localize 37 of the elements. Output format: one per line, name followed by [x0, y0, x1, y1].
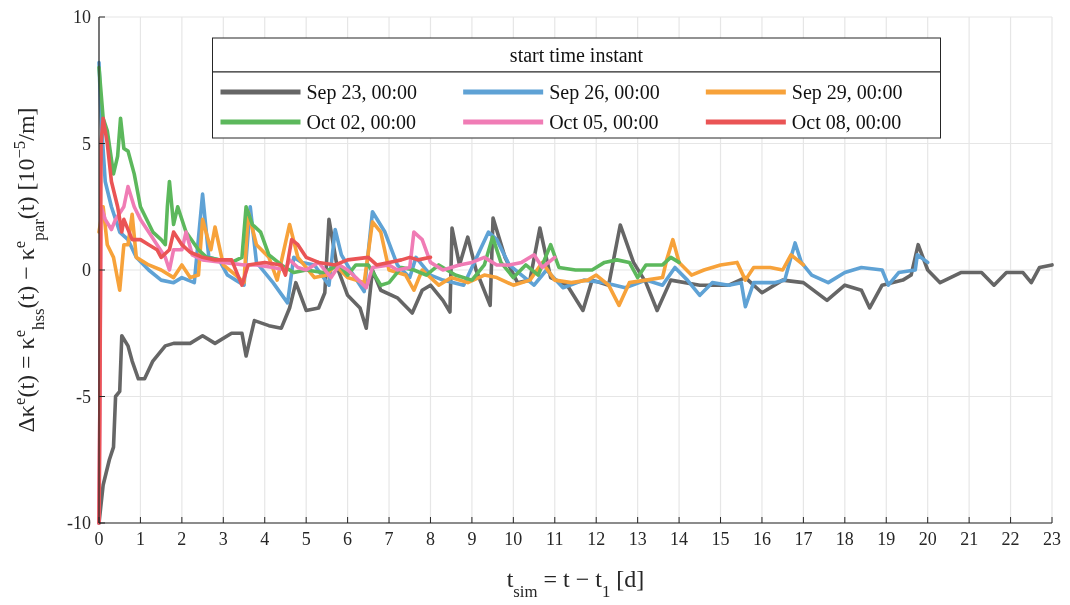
x-tick-label: 5 — [301, 529, 311, 549]
legend-title: start time instant — [509, 44, 644, 66]
y-tick-label: 0 — [82, 260, 91, 280]
x-tick-label: 11 — [546, 529, 564, 549]
x-tick-label: 21 — [960, 529, 979, 549]
x-tick-label: 7 — [384, 529, 394, 549]
y-tick-label: -10 — [67, 513, 91, 533]
legend-label: Oct 05, 00:00 — [549, 111, 659, 133]
x-tick-label: 12 — [587, 529, 606, 549]
x-tick-label: 16 — [752, 529, 771, 549]
x-tick-label: 8 — [425, 529, 435, 549]
x-tick-label: 6 — [343, 529, 353, 549]
x-tick-label: 23 — [1043, 529, 1061, 549]
legend-label: Sep 29, 00:00 — [791, 81, 903, 104]
x-tick-label: 22 — [1001, 529, 1020, 549]
legend-label: Sep 23, 00:00 — [306, 81, 418, 104]
x-tick-label: 2 — [177, 529, 187, 549]
legend-label: Oct 08, 00:00 — [791, 111, 902, 133]
x-tick-label: 19 — [877, 529, 896, 549]
x-tick-label: 18 — [835, 529, 854, 549]
x-tick-label: 14 — [670, 529, 689, 549]
legend-label: Sep 26, 00:00 — [549, 81, 660, 104]
x-tick-label: 4 — [260, 529, 270, 549]
x-tick-label: 9 — [467, 529, 477, 549]
x-tick-label: 20 — [918, 529, 937, 549]
x-axis-title: t$_{sim}$ = t − t$_{1}$ [d] — [506, 566, 645, 601]
x-tick-label: 13 — [628, 529, 647, 549]
y-tick-label: 5 — [82, 133, 91, 154]
x-tick-label: 10 — [504, 529, 523, 549]
x-tick-label: 1 — [135, 529, 145, 549]
y-tick-label: 10 — [73, 7, 91, 27]
x-tick-label: 3 — [218, 529, 228, 549]
legend-label: Oct 02, 00:00 — [306, 111, 416, 133]
line-series — [97, 116, 433, 525]
x-tick-label: 15 — [711, 529, 730, 549]
y-tick-label: -5 — [76, 386, 91, 407]
x-tick-label: 17 — [794, 529, 813, 549]
